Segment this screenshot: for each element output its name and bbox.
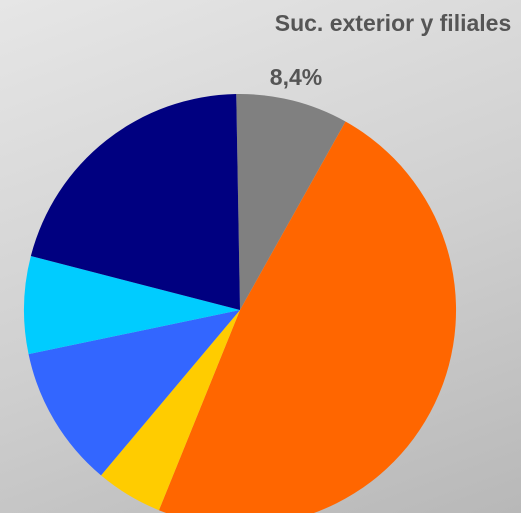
slice-label-suc-exterior: Suc. exterior y filiales xyxy=(274,10,512,36)
pie-slice-5 xyxy=(30,94,240,310)
pie-slice-0 xyxy=(236,93,346,310)
pie-slices xyxy=(23,93,457,513)
pie-slice-3 xyxy=(28,310,241,476)
pie-slice-1 xyxy=(158,121,457,513)
slice-value-suc-exterior: 8,4% xyxy=(269,64,323,90)
pie-slice-2 xyxy=(101,310,240,511)
pie-slice-4 xyxy=(23,255,241,355)
